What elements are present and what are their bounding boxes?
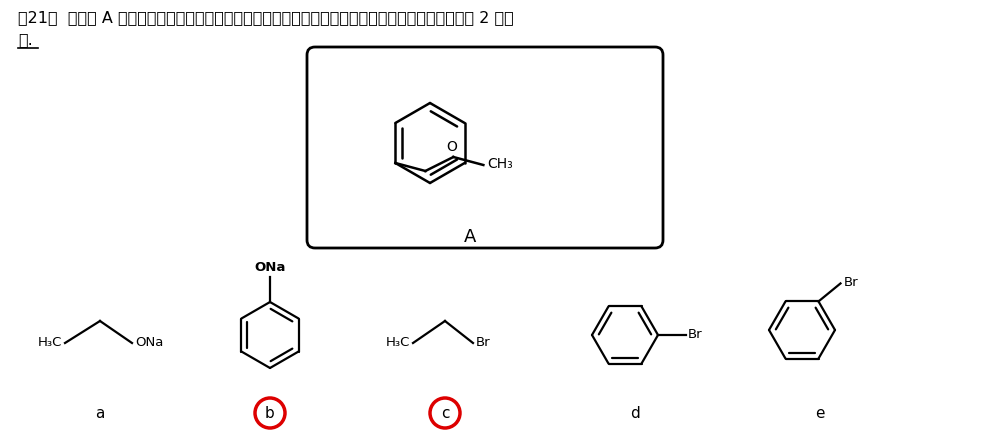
FancyBboxPatch shape bbox=[307, 47, 663, 248]
Text: ONa: ONa bbox=[255, 261, 286, 274]
Text: c: c bbox=[441, 405, 450, 421]
Text: Br: Br bbox=[688, 329, 702, 342]
Text: Br: Br bbox=[843, 276, 858, 289]
Text: O: O bbox=[446, 140, 457, 154]
Text: a: a bbox=[95, 405, 105, 421]
Text: Br: Br bbox=[476, 336, 491, 349]
Text: ONa: ONa bbox=[135, 336, 164, 349]
Text: b: b bbox=[265, 405, 275, 421]
Text: H₃C: H₃C bbox=[386, 336, 410, 349]
Text: A: A bbox=[464, 228, 477, 246]
Text: d: d bbox=[630, 405, 640, 421]
Text: CH₃: CH₃ bbox=[488, 157, 513, 171]
Text: H₃C: H₃C bbox=[38, 336, 62, 349]
Text: e: e bbox=[815, 405, 825, 421]
Text: べ.: べ. bbox=[18, 32, 33, 47]
Text: 【21】  化合物 A を合成するために適切な試薬の組み合わせはどれか。適切な化合物の組みあわせを 2 つ選: 【21】 化合物 A を合成するために適切な試薬の組み合わせはどれか。適切な化合… bbox=[18, 10, 513, 25]
